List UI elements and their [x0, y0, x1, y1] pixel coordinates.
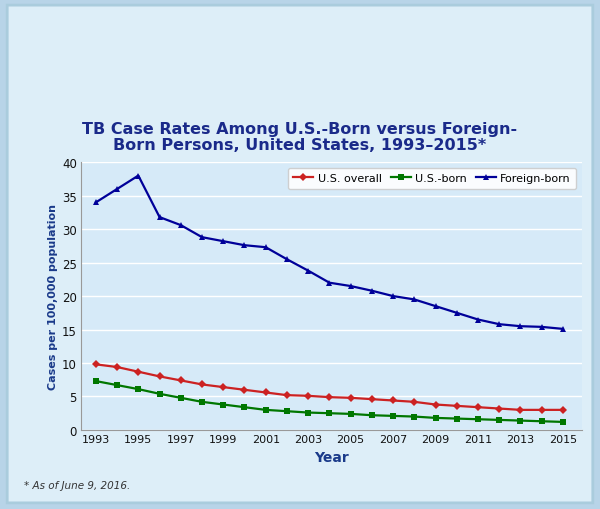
Text: Born Persons, United States, 1993–2015*: Born Persons, United States, 1993–2015*	[113, 138, 487, 153]
Text: TB Case Rates Among U.S.-Born versus Foreign-: TB Case Rates Among U.S.-Born versus For…	[82, 122, 518, 136]
Legend: U.S. overall, U.S.-born, Foreign-born: U.S. overall, U.S.-born, Foreign-born	[288, 168, 577, 189]
Y-axis label: Cases per 100,000 population: Cases per 100,000 population	[48, 204, 58, 389]
X-axis label: Year: Year	[314, 450, 349, 464]
Text: * As of June 9, 2016.: * As of June 9, 2016.	[24, 479, 130, 490]
FancyBboxPatch shape	[7, 6, 593, 503]
